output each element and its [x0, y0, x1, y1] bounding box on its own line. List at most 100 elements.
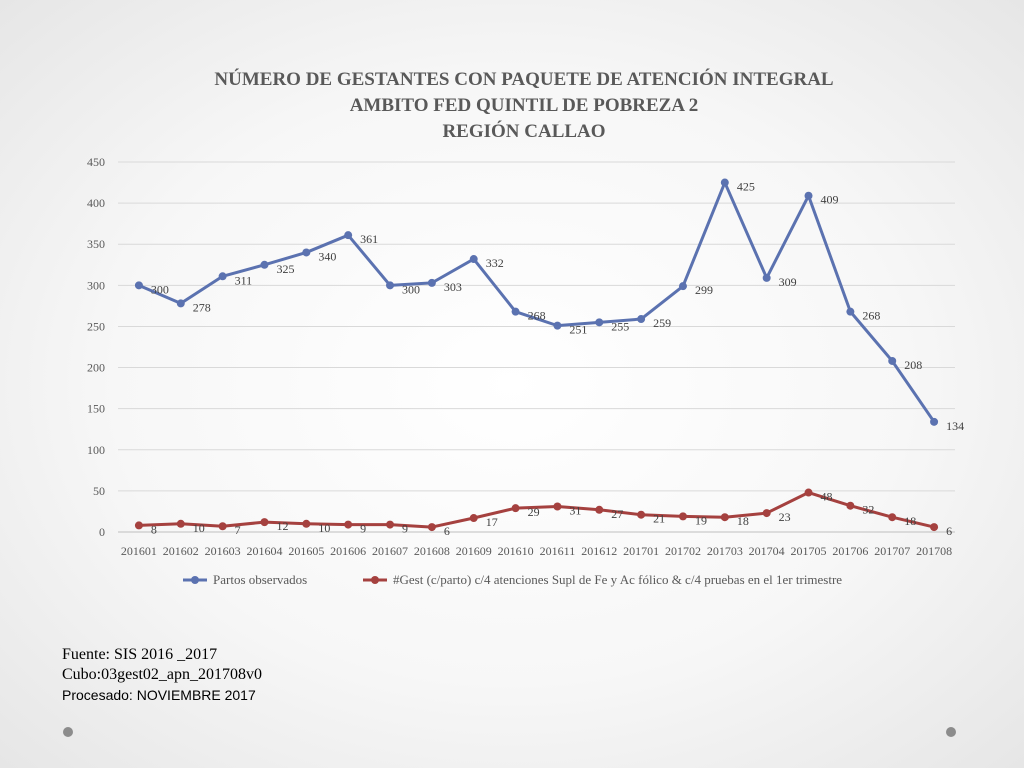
- x-tick-label: 201708: [916, 544, 952, 558]
- data-point: [511, 504, 520, 513]
- x-tick-label: 201610: [498, 544, 534, 558]
- x-tick-label: 201705: [791, 544, 827, 558]
- x-tick-label: 201604: [246, 544, 282, 558]
- data-point: [846, 501, 855, 510]
- data-label: 309: [779, 275, 797, 289]
- data-point: [176, 299, 185, 308]
- data-label: 361: [360, 232, 378, 246]
- cube-text: Cubo:03gest02_apn_201708v0: [62, 666, 262, 683]
- data-point: [302, 519, 311, 528]
- x-tick-label: 201701: [623, 544, 659, 558]
- data-point: [888, 356, 897, 365]
- y-tick-label: 200: [87, 361, 105, 375]
- x-tick-label: 201704: [749, 544, 785, 558]
- data-label: 332: [486, 256, 504, 270]
- data-label: 251: [569, 323, 587, 337]
- data-point: [595, 318, 604, 327]
- data-label: 21: [653, 512, 665, 526]
- data-point: [720, 513, 729, 522]
- data-point: [344, 231, 353, 240]
- data-label: 255: [611, 319, 629, 333]
- slide-dot-left: [63, 727, 73, 737]
- data-point: [678, 512, 687, 521]
- data-point: [595, 505, 604, 514]
- data-label: 7: [235, 523, 241, 537]
- x-tick-label: 201611: [540, 544, 576, 558]
- x-tick-label: 201702: [665, 544, 701, 558]
- data-point: [762, 273, 771, 282]
- data-label: 18: [737, 514, 749, 528]
- y-tick-label: 300: [87, 278, 105, 292]
- gridlines: [118, 161, 955, 533]
- x-tick-label: 201607: [372, 544, 408, 558]
- chart-title-line: REGIÓN CALLAO: [442, 120, 605, 142]
- x-tick-label: 201603: [205, 544, 241, 558]
- y-tick-label: 250: [87, 319, 105, 333]
- data-label: 259: [653, 316, 671, 330]
- data-label: 32: [862, 503, 874, 517]
- data-label: 268: [528, 309, 546, 323]
- x-tick-label: 201608: [414, 544, 450, 558]
- data-point: [260, 518, 269, 527]
- data-point: [720, 178, 729, 187]
- x-tick-label: 201605: [288, 544, 324, 558]
- data-label: 31: [569, 504, 581, 518]
- data-point: [930, 523, 939, 532]
- data-label: 303: [444, 280, 462, 294]
- x-tick-label: 201601: [121, 544, 157, 558]
- chart-title-line: NÚMERO DE GESTANTES CON PAQUETE DE ATENC…: [214, 68, 833, 90]
- legend-entry: Partos observados: [213, 572, 307, 587]
- data-point: [344, 520, 353, 529]
- series-lines: [134, 178, 939, 532]
- data-label: 300: [151, 282, 169, 296]
- data-point: [804, 488, 813, 497]
- data-label: 9: [402, 522, 408, 536]
- data-point: [888, 513, 897, 522]
- data-point: [678, 282, 687, 291]
- data-label: 9: [360, 522, 366, 536]
- data-point: [260, 260, 269, 269]
- data-label: 48: [821, 490, 833, 504]
- data-label: 409: [821, 193, 839, 207]
- x-tick-label: 201609: [456, 544, 492, 558]
- legend-entry: #Gest (c/parto) c/4 atenciones Supl de F…: [393, 572, 842, 587]
- slide-dot-right: [946, 727, 956, 737]
- data-label: 17: [486, 515, 498, 529]
- y-tick-label: 450: [87, 155, 105, 169]
- data-point: [804, 191, 813, 200]
- data-label: 6: [444, 524, 450, 538]
- chart-title: NÚMERO DE GESTANTES CON PAQUETE DE ATENC…: [214, 68, 833, 142]
- data-point: [511, 307, 520, 316]
- data-point: [553, 502, 562, 511]
- x-tick-label: 201706: [832, 544, 868, 558]
- data-label: 325: [276, 262, 294, 276]
- legend-marker: [371, 576, 379, 584]
- data-point: [302, 248, 311, 257]
- data-label: 425: [737, 180, 755, 194]
- data-point: [427, 523, 436, 532]
- data-point: [176, 519, 185, 528]
- x-tick-label: 201606: [330, 544, 366, 558]
- y-tick-label: 150: [87, 402, 105, 416]
- data-label: 12: [276, 519, 288, 533]
- x-tick-label: 201612: [581, 544, 617, 558]
- data-label: 134: [946, 419, 964, 433]
- data-point: [218, 522, 227, 531]
- data-point: [386, 520, 395, 529]
- data-label: 208: [904, 358, 922, 372]
- data-point: [386, 281, 395, 290]
- data-point: [553, 321, 562, 330]
- data-label: 300: [402, 282, 420, 296]
- data-label: 8: [151, 522, 157, 536]
- data-label: 29: [528, 505, 540, 519]
- data-label: 6: [946, 524, 952, 538]
- data-point: [846, 307, 855, 316]
- data-point: [637, 315, 646, 324]
- data-label: 268: [862, 309, 880, 323]
- y-tick-label: 400: [87, 196, 105, 210]
- data-point: [762, 509, 771, 518]
- data-label: 23: [779, 510, 791, 524]
- data-point: [469, 255, 478, 264]
- data-point: [930, 417, 939, 426]
